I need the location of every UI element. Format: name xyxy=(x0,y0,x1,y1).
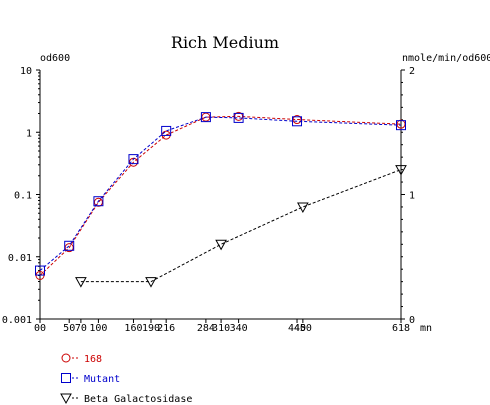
data-point-triangle xyxy=(215,239,227,251)
right-axis-label: nmole/min/od600 xyxy=(402,53,490,64)
data-point-triangle xyxy=(297,202,309,213)
series-line xyxy=(39,116,402,271)
x-tick-label: 284 xyxy=(197,323,215,334)
legend: 168 Mutant Beta Galactosidase xyxy=(60,353,192,405)
data-point-square xyxy=(128,154,139,165)
data-point-square xyxy=(161,125,172,136)
x-tick-label: 100 xyxy=(89,323,107,334)
left-tick-label: 0.01 xyxy=(8,253,32,264)
x-tick-label: 440 xyxy=(288,323,306,334)
x-tick-label: 450 xyxy=(294,323,312,334)
x-tick-label: 340 xyxy=(230,323,248,334)
x-tick-label: 190 xyxy=(142,323,160,334)
x-tick-label: 50 xyxy=(63,323,75,334)
left-tick-label: 0.001 xyxy=(2,315,32,326)
data-point-square xyxy=(200,112,211,123)
right-tick-label: 0 xyxy=(409,315,415,326)
legend-label: Beta Galactosidase xyxy=(84,394,192,405)
x-tick-label: 70 xyxy=(75,323,87,334)
x-tick-label: 00 xyxy=(34,323,46,334)
data-point-triangle xyxy=(60,393,72,405)
legend-label: 168 xyxy=(84,354,102,365)
x-axis-unit-label: mn xyxy=(420,323,432,334)
series-marks xyxy=(35,111,407,288)
left-tick-label: 10 xyxy=(20,66,32,77)
data-point-square xyxy=(93,196,104,207)
left-tick-label: 0.1 xyxy=(14,191,32,202)
x-tick-label: 160 xyxy=(124,323,142,334)
data-point-square xyxy=(233,112,244,123)
data-point-triangle xyxy=(145,277,157,288)
series-line xyxy=(39,115,402,276)
data-point-square xyxy=(35,265,45,276)
legend-label: Mutant xyxy=(84,374,120,385)
data-point-square xyxy=(396,120,406,131)
left-tick-label: 1 xyxy=(26,128,32,139)
right-tick-label: 2 xyxy=(409,66,415,77)
x-tick-label: 310 xyxy=(212,323,230,334)
x-tick-label: 618 xyxy=(392,323,410,334)
data-point-circle xyxy=(61,353,71,363)
chart-title: Rich Medium xyxy=(171,33,279,52)
data-point-square xyxy=(61,373,71,383)
data-point-triangle xyxy=(395,165,407,176)
x-tick-label: 216 xyxy=(157,323,175,334)
data-point-square xyxy=(292,116,303,127)
left-axis-label: od600 xyxy=(40,53,70,64)
series-line xyxy=(80,169,402,283)
right-tick-label: 1 xyxy=(409,191,415,202)
data-point-triangle xyxy=(75,277,87,288)
data-point-square xyxy=(64,240,75,251)
